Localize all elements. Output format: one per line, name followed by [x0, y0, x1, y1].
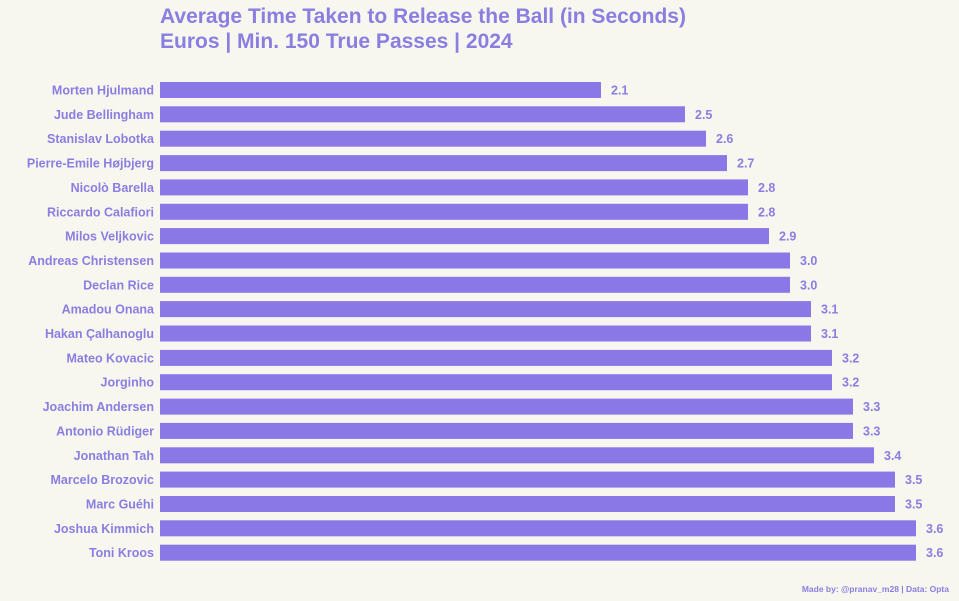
bar [160, 130, 706, 147]
chart-title: Average Time Taken to Release the Ball (… [160, 5, 686, 28]
category-label: Amadou Onana [62, 303, 155, 317]
bar [160, 544, 916, 561]
category-label: Morten Hjulmand [52, 84, 154, 98]
category-label: Jude Bellingham [54, 108, 154, 122]
value-label: 2.8 [758, 181, 775, 195]
category-label: Declan Rice [83, 278, 154, 292]
category-label: Riccardo Calafiori [47, 205, 154, 219]
value-label: 3.0 [800, 278, 817, 292]
bar [160, 203, 748, 220]
bar [160, 301, 811, 318]
value-label: 3.2 [842, 376, 859, 390]
category-label: Joachim Andersen [43, 400, 154, 414]
value-label: 3.5 [905, 498, 922, 512]
category-label: Milos Veljkovic [65, 230, 154, 244]
bar [160, 447, 874, 464]
bar [160, 422, 853, 439]
category-label: Andreas Christensen [28, 254, 154, 268]
value-label: 3.3 [863, 424, 880, 438]
bar [160, 228, 769, 245]
bar [160, 179, 748, 196]
category-label: Jonathan Tah [74, 449, 154, 463]
bar [160, 252, 790, 269]
value-label: 3.6 [926, 546, 943, 560]
value-label: 2.5 [695, 108, 712, 122]
value-label: 2.9 [779, 230, 796, 244]
bar [160, 496, 895, 512]
category-label: Marcelo Brozovic [50, 473, 154, 487]
bar [160, 471, 895, 488]
value-label: 3.3 [863, 400, 880, 414]
category-label: Mateo Kovacic [66, 351, 154, 365]
bar [160, 325, 811, 342]
credit-text: Made by: @pranav_m28 | Data: Opta [801, 584, 949, 594]
value-label: 3.0 [800, 254, 817, 268]
category-label: Nicolò Barella [71, 181, 155, 195]
bar [160, 398, 853, 415]
value-label: 3.4 [884, 449, 901, 463]
value-label: 3.1 [821, 303, 838, 317]
value-label: 2.6 [716, 132, 733, 146]
value-label: 3.5 [905, 473, 922, 487]
bar [160, 349, 832, 366]
bar [160, 276, 790, 293]
category-label: Marc Guéhi [86, 498, 154, 512]
category-label: Pierre-Emile Højbjerg [27, 157, 154, 171]
bar [160, 520, 916, 537]
category-label: Toni Kroos [89, 546, 154, 560]
value-label: 2.7 [737, 157, 754, 171]
category-label: Jorginho [101, 376, 155, 390]
category-label: Joshua Kimmich [54, 522, 154, 536]
category-label: Hakan Çalhanoglu [45, 327, 154, 341]
category-label: Stanislav Lobotka [47, 132, 155, 146]
category-label: Antonio Rüdiger [56, 424, 154, 438]
value-label: 2.8 [758, 205, 775, 219]
value-label: 3.1 [821, 327, 838, 341]
bar [160, 155, 727, 172]
bar [160, 106, 685, 123]
value-label: 3.6 [926, 522, 943, 536]
value-label: 3.2 [842, 351, 859, 365]
value-label: 2.1 [611, 84, 628, 98]
bar [160, 82, 601, 98]
chart-subtitle: Euros | Min. 150 True Passes | 2024 [160, 30, 513, 53]
bar [160, 374, 832, 391]
